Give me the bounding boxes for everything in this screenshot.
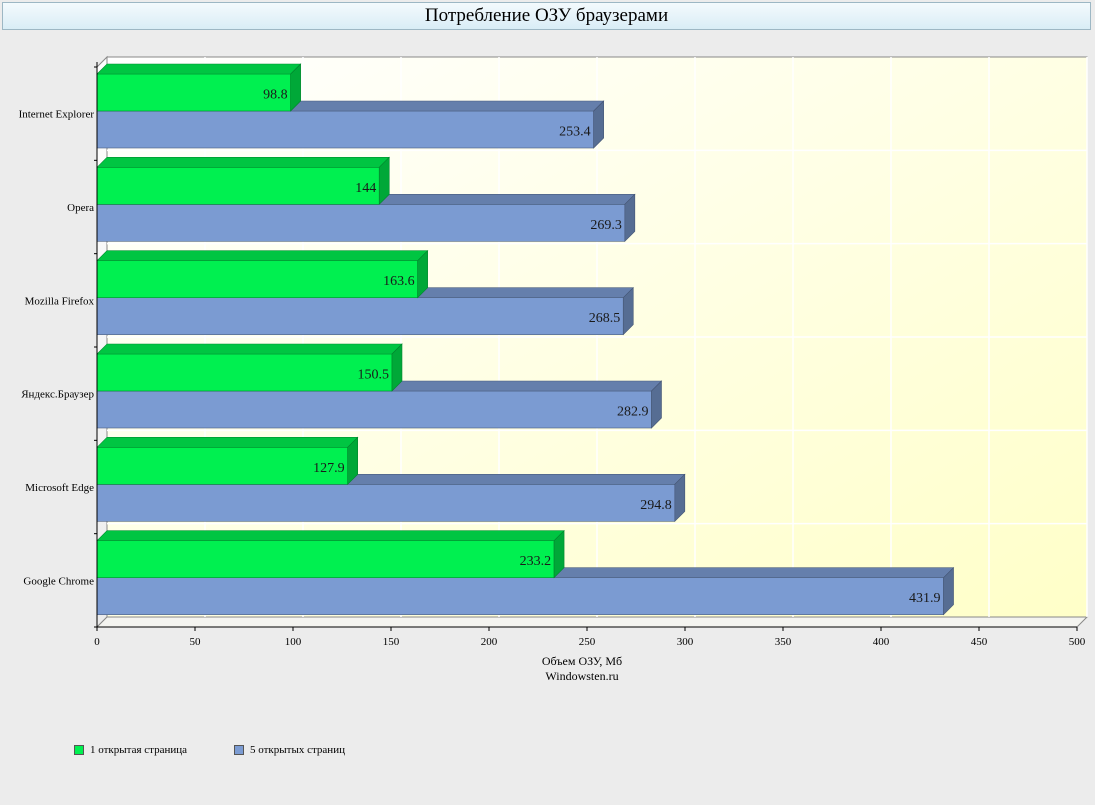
bar-value-label: 98.8 [263, 88, 288, 103]
bar [96, 297, 624, 335]
bar-side-face [553, 529, 565, 579]
category-label: Яндекс.Браузер [21, 389, 94, 401]
bar-side-face [391, 343, 403, 392]
x-tick-label: 100 [285, 636, 302, 648]
bar-side-face [347, 436, 358, 486]
bar-top-face [96, 157, 390, 168]
bar [96, 484, 676, 522]
bar-top-face [96, 437, 359, 448]
category-label: Microsoft Edge [25, 482, 94, 494]
bar-value-label: 144 [355, 181, 376, 196]
x-tick-label: 0 [94, 636, 100, 648]
category-label: Opera [67, 202, 94, 214]
bar-value-label: 269.3 [590, 218, 622, 233]
bar-value-label: 268.5 [589, 311, 621, 326]
bar-side-face [674, 473, 686, 523]
legend-swatch-series-2 [234, 745, 244, 755]
legend-label-series-1: 1 открытая страница [90, 744, 188, 756]
bar-top-face [96, 250, 429, 261]
x-tick-label: 300 [677, 636, 694, 648]
category-label: Internet Explorer [19, 109, 95, 121]
bar [96, 447, 348, 485]
bar-value-label: 431.9 [909, 591, 941, 606]
bar-side-face [290, 63, 301, 112]
legend-swatch-series-1 [74, 745, 84, 755]
bar [96, 260, 418, 298]
x-tick-label: 150 [383, 636, 400, 648]
bar-top-face [96, 530, 565, 541]
x-tick-label: 400 [873, 636, 890, 648]
bar [96, 73, 291, 112]
x-tick-label: 450 [971, 636, 988, 648]
legend-item-series-1: 1 открытая страница [74, 744, 187, 756]
bar-side-face [622, 286, 634, 336]
bar-side-face [593, 100, 604, 149]
bar-side-face [624, 193, 636, 243]
x-tick-label: 50 [190, 636, 202, 648]
bar [96, 540, 555, 578]
bar-side-face [417, 249, 428, 299]
category-label: Google Chrome [23, 575, 94, 587]
bar [96, 167, 380, 205]
bar-value-label: 253.4 [559, 125, 591, 140]
plot-floor [95, 616, 1089, 628]
bar-value-label: 233.2 [520, 554, 552, 569]
chart-watermark-text: Windowsten.ru [545, 669, 618, 683]
bar-top-face [96, 63, 302, 75]
legend-item-series-2: 5 открытых страниц [234, 744, 345, 756]
x-tick-label: 350 [775, 636, 792, 648]
bar-value-label: 163.6 [383, 274, 415, 289]
bar-side-face [651, 380, 662, 429]
bar [96, 110, 594, 149]
bar-value-label: 127.9 [313, 461, 345, 476]
x-tick-label: 500 [1069, 636, 1086, 648]
x-axis-title: Объем ОЗУ, Мб [542, 654, 622, 668]
bar [96, 353, 393, 392]
bar-value-label: 150.5 [357, 368, 389, 383]
bar-side-face [943, 566, 954, 616]
bar-value-label: 294.8 [640, 498, 672, 513]
bar [96, 577, 944, 615]
bar [96, 204, 626, 242]
legend-label-series-2: 5 открытых страниц [250, 744, 345, 756]
bar-value-label: 282.9 [617, 405, 649, 420]
chart-title: Потребление ОЗУ браузерами [424, 5, 669, 26]
x-tick-label: 250 [579, 636, 596, 648]
bar-side-face [378, 156, 390, 206]
x-tick-label: 200 [481, 636, 498, 648]
bar [96, 390, 652, 429]
bar-top-face [96, 343, 403, 355]
category-label: Mozilla Firefox [25, 295, 95, 307]
chart-title-box: Потребление ОЗУ браузерами [2, 2, 1091, 30]
